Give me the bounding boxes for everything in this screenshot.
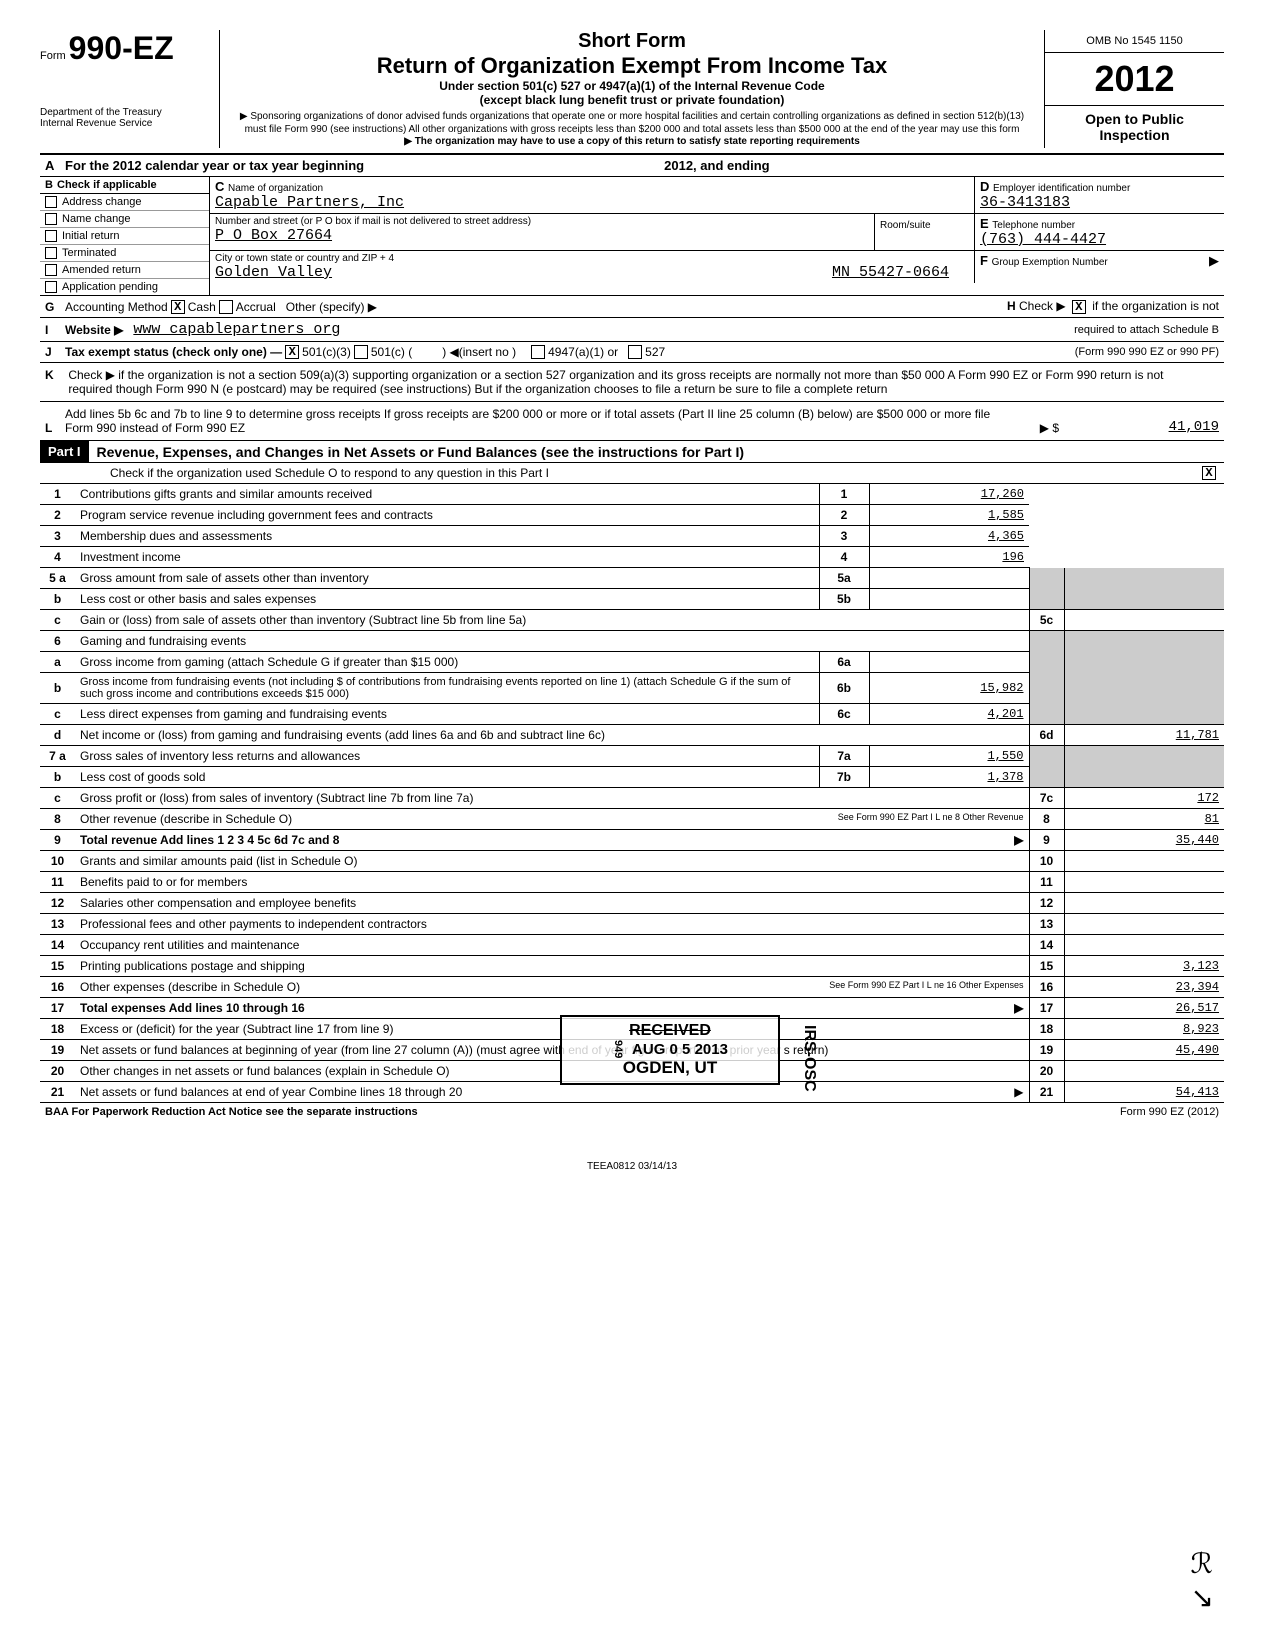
- part1-title: Revenue, Expenses, and Changes in Net As…: [89, 444, 745, 460]
- name-label: Name of organization: [228, 183, 323, 194]
- row-j: J Tax exempt status (check only one) — X…: [40, 342, 1224, 363]
- checkbox-schedule-o[interactable]: X: [1202, 466, 1216, 480]
- dept-irs: Internal Revenue Service: [40, 118, 209, 129]
- form-ref-footer: Form 990 EZ (2012): [1120, 1106, 1219, 1118]
- ein-label: Employer identification number: [993, 183, 1130, 194]
- col-b-checkboxes: B Check if applicable Address change Nam…: [40, 177, 210, 295]
- checkbox-h[interactable]: X: [1072, 300, 1086, 314]
- row-a: A For the 2012 calendar year or tax year…: [40, 155, 1224, 177]
- sponsoring-text: ▶ Sponsoring organizations of donor advi…: [230, 110, 1034, 136]
- line21-amount: 54,413: [1064, 1082, 1224, 1103]
- line1-amount: 17,260: [869, 484, 1029, 505]
- checkbox-name-change[interactable]: [45, 213, 57, 225]
- section-bcdef: B Check if applicable Address change Nam…: [40, 177, 1224, 296]
- city-label: City or town state or country and ZIP + …: [215, 253, 969, 264]
- form-id-block: Form 990-EZ Department of the Treasury I…: [40, 30, 220, 148]
- org-name-value: Capable Partners, Inc: [215, 194, 404, 211]
- checkbox-initial-return[interactable]: [45, 230, 57, 242]
- irs-osc-stamp: IRS-OSC: [800, 1025, 818, 1092]
- teea-footer: TEEA0812 03/14/13: [40, 1161, 1224, 1172]
- check-applicable: Check if applicable: [57, 179, 157, 191]
- row-gh: G Accounting Method XCash Accrual Other …: [40, 296, 1224, 318]
- under-section: Under section 501(c) 527 or 4947(a)(1) o…: [230, 79, 1034, 93]
- copy-note: ▶ The organization may have to use a cop…: [230, 136, 1034, 147]
- row-k: K Check ▶ if the organization is not a s…: [40, 363, 1224, 402]
- open-public: Open to Public Inspection: [1045, 106, 1224, 148]
- baa-text: BAA For Paperwork Reduction Act Notice s…: [45, 1106, 418, 1118]
- part1-label: Part I: [40, 441, 89, 462]
- line7c-amount: 172: [1064, 788, 1224, 809]
- received-stamp: RECEIVED 949 AUG 0 5 2013 OGDEN, UT: [560, 1015, 780, 1085]
- part1-header-row: Part I Revenue, Expenses, and Changes in…: [40, 441, 1224, 463]
- checkbox-accrual[interactable]: [219, 300, 233, 314]
- checkbox-application-pending[interactable]: [45, 281, 57, 293]
- row-a-text: For the 2012 calendar year or tax year b…: [65, 158, 364, 173]
- tax-year: 2012: [1045, 53, 1224, 106]
- checkbox-address-change[interactable]: [45, 196, 57, 208]
- label-a: A: [45, 158, 65, 173]
- line9-amount: 35,440: [1064, 830, 1224, 851]
- line8-amount: 81: [1064, 809, 1224, 830]
- line2-amount: 1,585: [869, 505, 1029, 526]
- form-right-block: OMB No 1545 1150 2012 Open to Public Ins…: [1044, 30, 1224, 148]
- group-label: Group Exemption Number: [992, 257, 1108, 268]
- gross-receipts-value: 41,019: [1059, 419, 1219, 435]
- state-zip-value: MN 55427-0664: [832, 264, 949, 281]
- line3-amount: 4,365: [869, 526, 1029, 547]
- line6b-amount: 15,982: [869, 673, 1029, 704]
- line16-amount: 23,394: [1064, 977, 1224, 998]
- checkbox-4947[interactable]: [531, 345, 545, 359]
- line6c-amount: 4,201: [869, 704, 1029, 725]
- line7a-amount: 1,550: [869, 746, 1029, 767]
- line19-amount: 45,490: [1064, 1040, 1224, 1061]
- room-label: Room/suite: [880, 220, 931, 231]
- footer-row: BAA For Paperwork Reduction Act Notice s…: [40, 1103, 1224, 1121]
- line17-amount: 26,517: [1064, 998, 1224, 1019]
- form-header: Form 990-EZ Department of the Treasury I…: [40, 30, 1224, 155]
- checkbox-terminated[interactable]: [45, 247, 57, 259]
- dept-treasury: Department of the Treasury: [40, 107, 209, 118]
- checkbox-501c[interactable]: [354, 345, 368, 359]
- row-i: I Website ▶ www capablepartners org requ…: [40, 318, 1224, 342]
- except-text: (except black lung benefit trust or priv…: [230, 93, 1034, 107]
- ein-value: 36-3413183: [980, 194, 1070, 211]
- form-number: 990-EZ: [69, 30, 174, 67]
- part1-check-row: Check if the organization used Schedule …: [40, 463, 1224, 484]
- checkbox-cash[interactable]: X: [171, 300, 185, 314]
- street-label: Number and street (or P O box if mail is…: [215, 216, 869, 227]
- handwritten-mark: ℛ↘: [1191, 1547, 1214, 1615]
- row-l: L Add lines 5b 6c and 7b to line 9 to de…: [40, 402, 1224, 441]
- line15-amount: 3,123: [1064, 956, 1224, 977]
- return-title: Return of Organization Exempt From Incom…: [230, 53, 1034, 79]
- row-a-mid: 2012, and ending: [664, 158, 769, 173]
- line6d-amount: 11,781: [1064, 725, 1224, 746]
- omb-number: OMB No 1545 1150: [1045, 30, 1224, 53]
- lines-table: 1Contributions gifts grants and similar …: [40, 484, 1224, 1103]
- line7b-amount: 1,378: [869, 767, 1029, 788]
- phone-value: (763) 444-4427: [980, 231, 1106, 248]
- form-title-block: Short Form Return of Organization Exempt…: [220, 30, 1044, 148]
- col-cdef: C Name of organization Capable Partners,…: [210, 177, 1224, 295]
- form-prefix: Form: [40, 50, 66, 62]
- city-value: Golden Valley: [215, 264, 332, 281]
- checkbox-501c3[interactable]: X: [285, 345, 299, 359]
- checkbox-527[interactable]: [628, 345, 642, 359]
- phone-label: Telephone number: [992, 220, 1075, 231]
- street-value: P O Box 27664: [215, 227, 332, 244]
- website-value: www capablepartners org: [133, 321, 340, 338]
- checkbox-amended[interactable]: [45, 264, 57, 276]
- short-form-title: Short Form: [230, 30, 1034, 53]
- line4-amount: 196: [869, 547, 1029, 568]
- line18-amount: 8,923: [1064, 1019, 1224, 1040]
